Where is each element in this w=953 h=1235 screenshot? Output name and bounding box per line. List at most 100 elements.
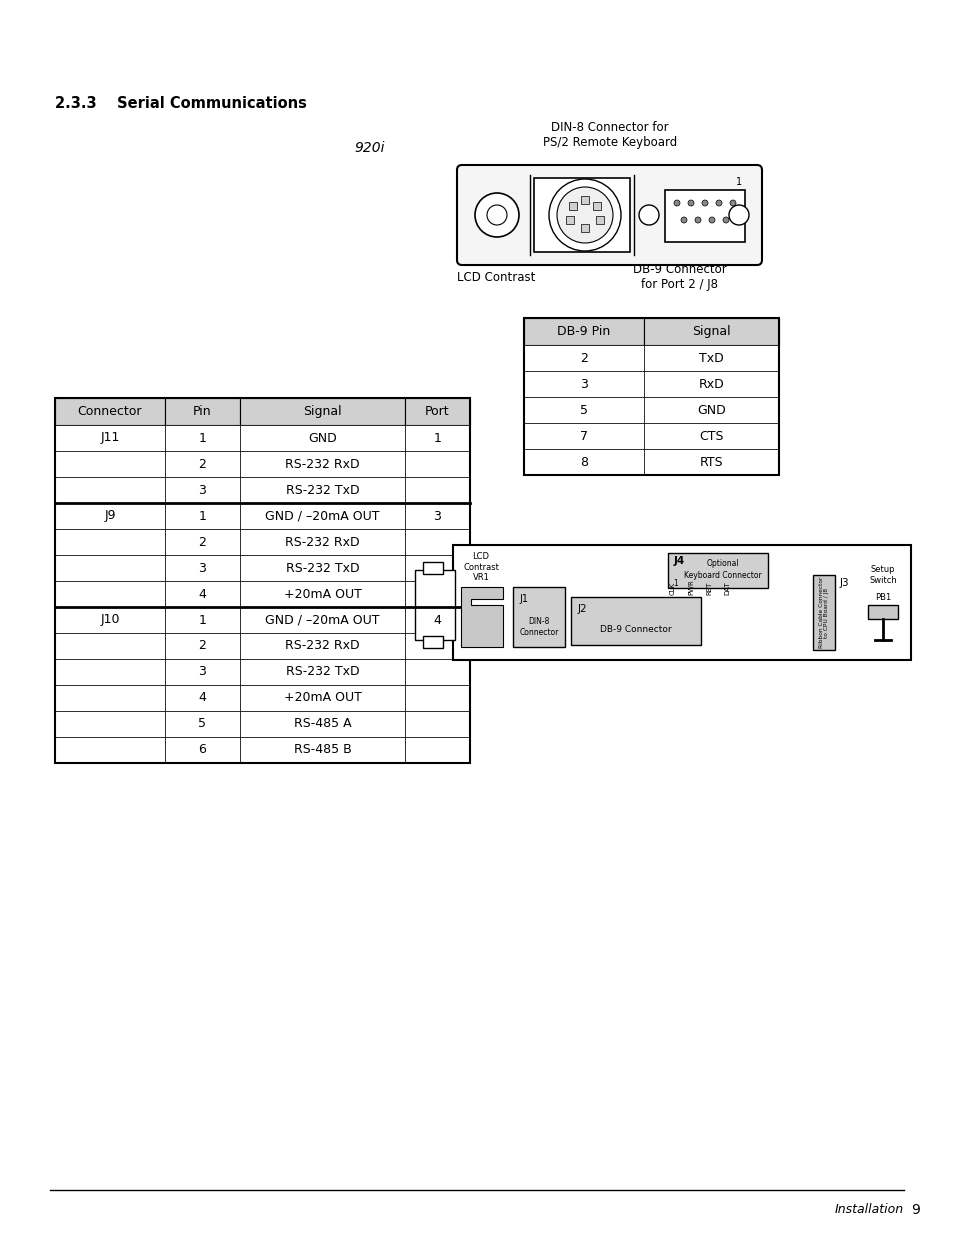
Text: LCD
Contrast
VR1: LCD Contrast VR1	[462, 552, 498, 582]
Bar	[405, 425, 470, 451]
Bar	[165, 606, 240, 634]
Text: RS-232 TxD: RS-232 TxD	[285, 562, 359, 574]
Text: TxD: TxD	[699, 352, 723, 364]
Text: 1: 1	[673, 578, 678, 588]
Bar	[240, 529, 405, 555]
Bar	[523, 317, 643, 345]
Text: 920i: 920i	[355, 141, 385, 156]
Bar	[55, 503, 165, 529]
Bar	[240, 425, 405, 451]
Bar	[568, 203, 577, 210]
Text: 3: 3	[198, 562, 206, 574]
Text: 4: 4	[198, 588, 206, 600]
Text: Pin: Pin	[193, 405, 212, 417]
Bar	[165, 659, 240, 685]
Text: J9: J9	[104, 510, 115, 522]
Text: +20mA OUT: +20mA OUT	[283, 588, 361, 600]
Text: GND: GND	[308, 431, 336, 445]
Text: DB-9 Pin: DB-9 Pin	[557, 325, 610, 338]
Bar	[165, 398, 240, 425]
Bar	[523, 450, 643, 475]
Bar	[523, 424, 643, 450]
Bar	[55, 711, 165, 737]
Bar	[55, 451, 165, 477]
Text: GND: GND	[697, 404, 725, 416]
Bar	[405, 580, 470, 606]
Text: 3: 3	[433, 510, 441, 522]
Circle shape	[716, 200, 721, 206]
Text: J3: J3	[840, 578, 849, 588]
Text: CLK: CLK	[669, 582, 676, 595]
Bar	[55, 685, 165, 711]
Text: J11: J11	[100, 431, 119, 445]
Text: GND / –20mA OUT: GND / –20mA OUT	[265, 510, 379, 522]
Text: RS-232 RxD: RS-232 RxD	[285, 536, 359, 548]
Bar	[664, 190, 744, 242]
Polygon shape	[460, 587, 502, 647]
Text: Port: Port	[425, 405, 450, 417]
Bar	[240, 398, 405, 425]
Text: 3: 3	[198, 483, 206, 496]
Bar	[55, 398, 470, 763]
FancyBboxPatch shape	[456, 165, 761, 266]
Bar	[523, 345, 643, 370]
Text: 4: 4	[433, 614, 441, 626]
Text: 3: 3	[579, 378, 587, 390]
Text: Signal: Signal	[692, 325, 730, 338]
Bar	[240, 503, 405, 529]
Bar	[523, 396, 643, 424]
Bar	[667, 553, 767, 588]
Bar	[580, 196, 588, 204]
Text: 2.3.3    Serial Communications: 2.3.3 Serial Communications	[55, 95, 307, 110]
Bar	[55, 425, 165, 451]
Text: Keyboard Connector: Keyboard Connector	[683, 571, 761, 579]
Bar	[405, 711, 470, 737]
Text: 9: 9	[911, 1203, 920, 1216]
Bar	[415, 571, 455, 640]
Text: +20mA OUT: +20mA OUT	[283, 692, 361, 704]
Bar	[55, 398, 165, 425]
Text: LCD Contrast: LCD Contrast	[456, 270, 535, 284]
Text: Signal: Signal	[303, 405, 341, 417]
Text: 4: 4	[198, 692, 206, 704]
Bar	[593, 203, 600, 210]
Text: Installation: Installation	[834, 1203, 903, 1216]
Text: GND / –20mA OUT: GND / –20mA OUT	[265, 614, 379, 626]
Text: RS-232 RxD: RS-232 RxD	[285, 457, 359, 471]
Bar	[240, 477, 405, 503]
Text: RET: RET	[705, 582, 711, 595]
Text: 2: 2	[579, 352, 587, 364]
Text: 1: 1	[735, 177, 741, 186]
Bar	[55, 659, 165, 685]
Text: CTS: CTS	[699, 430, 723, 442]
Bar	[165, 555, 240, 580]
Text: J1: J1	[518, 594, 527, 604]
Circle shape	[673, 200, 679, 206]
Bar	[867, 605, 897, 619]
Bar	[405, 555, 470, 580]
Text: 5: 5	[198, 718, 206, 730]
Bar	[165, 529, 240, 555]
Bar	[240, 711, 405, 737]
Bar	[165, 711, 240, 737]
Bar	[405, 606, 470, 634]
Circle shape	[708, 217, 714, 224]
Text: 1: 1	[198, 614, 206, 626]
Text: 2: 2	[198, 457, 206, 471]
Text: RS-232 TxD: RS-232 TxD	[285, 483, 359, 496]
Bar	[405, 685, 470, 711]
Circle shape	[728, 205, 748, 225]
Text: RS-485 B: RS-485 B	[294, 743, 351, 757]
Text: Setup
Switch: Setup Switch	[868, 566, 896, 584]
Bar	[453, 545, 910, 659]
Bar	[55, 580, 165, 606]
Text: Connector: Connector	[77, 405, 142, 417]
Bar	[643, 396, 779, 424]
Bar	[405, 634, 470, 659]
Bar	[55, 555, 165, 580]
Circle shape	[687, 200, 693, 206]
Bar	[165, 425, 240, 451]
Bar	[643, 317, 779, 345]
Text: DAT: DAT	[723, 582, 729, 595]
Bar	[165, 685, 240, 711]
